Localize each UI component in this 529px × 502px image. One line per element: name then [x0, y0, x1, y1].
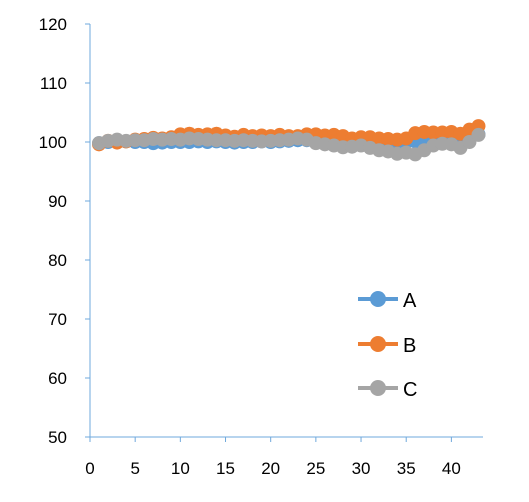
series-c	[92, 127, 486, 162]
legend-marker	[370, 336, 386, 352]
legend: A BC	[358, 290, 417, 401]
y-tick-label: 60	[48, 369, 67, 388]
legend-item-c: C	[358, 379, 417, 401]
legend-item-b: B	[358, 335, 416, 357]
legend-label: C	[403, 379, 417, 401]
x-tick-label: 40	[442, 459, 461, 478]
y-tick-label: 100	[39, 133, 67, 152]
x-tick-label: 10	[171, 459, 190, 478]
y-tick-label: 80	[48, 251, 67, 270]
x-tick-label: 15	[216, 459, 235, 478]
x-tick-label: 20	[261, 459, 280, 478]
y-tick-label: 110	[40, 74, 67, 93]
legend-marker	[370, 291, 386, 307]
legend-marker	[370, 380, 386, 396]
y-tick-label: 70	[48, 310, 67, 329]
y-tick-label: 120	[39, 15, 67, 34]
x-tick-label: 30	[352, 459, 371, 478]
legend-item-a: A	[358, 290, 417, 312]
data-point-c	[471, 127, 486, 142]
x-tick-label: 25	[306, 459, 325, 478]
legend-label: B	[403, 335, 416, 357]
x-tick-label: 35	[397, 459, 416, 478]
x-tick-label: 0	[85, 459, 94, 478]
axes-layer: 50 60 70 80 90 100 110 120 0 5 10 15 20 25 30 35 40	[39, 15, 483, 478]
series-layer	[92, 119, 486, 162]
legend-label: A	[403, 290, 417, 312]
y-tick-label: 50	[48, 428, 67, 447]
x-tick-label: 5	[130, 459, 139, 478]
y-tick-label: 90	[48, 192, 67, 211]
